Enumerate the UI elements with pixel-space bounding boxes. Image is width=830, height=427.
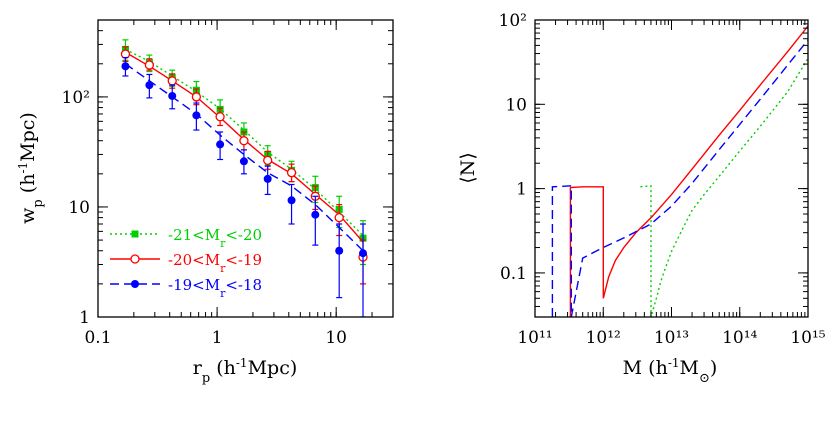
- p1-x-tick-label: 10¹⁵: [790, 328, 825, 348]
- p0-legend-label: -19<Mr<-18: [168, 276, 262, 300]
- p0-y-tick-label: 10²: [62, 88, 90, 108]
- p0-series-1-point: [334, 212, 344, 223]
- p1-x-tick-label: 10¹³: [654, 328, 689, 348]
- p0-x-tick-label: 1: [212, 328, 223, 348]
- p0-legend-marker: [130, 254, 140, 264]
- p1-y-tick-label: 10²: [499, 11, 527, 31]
- p0-series-2-point: [311, 210, 320, 219]
- p0-frame: [97, 19, 394, 318]
- p0-series-2-point: [168, 91, 177, 100]
- p0-series-2-point: [216, 140, 225, 149]
- p0-series-1-point: [144, 60, 155, 70]
- p0-series-1-point: [215, 112, 225, 122]
- p0-series-1-point: [167, 76, 177, 86]
- p1-ylabel: ⟨N⟩: [457, 152, 479, 183]
- p0-ylabel: wp (h-1Mpc): [16, 112, 46, 224]
- p0-series-2-line: [124, 63, 364, 252]
- p1-y-tick-label: 1: [516, 180, 527, 200]
- p0-series-1-point: [120, 49, 131, 59]
- p0-y-tick-label: 10: [68, 198, 90, 218]
- p0-legend-label: -21<Mr<-20: [168, 226, 262, 250]
- p1-xlabel: M (h-1M⊙): [623, 356, 718, 386]
- p1-series-1-line: [569, 25, 808, 317]
- p1-x-tick-label: 10¹²: [586, 328, 621, 348]
- p0-series-1-point: [286, 168, 297, 178]
- p0-y-tick-label: 1: [79, 308, 90, 328]
- p0-xlabel: rp (h-1Mpc): [193, 356, 298, 386]
- p0-legend-marker: [131, 230, 139, 238]
- p1-plot-area: [551, 25, 808, 317]
- p0-series-2-point: [192, 111, 201, 120]
- p0-series-2-point: [263, 174, 272, 183]
- p0-series-2-point: [287, 196, 296, 205]
- p0-plot-area: [120, 39, 368, 317]
- p0-series-1-point: [239, 136, 249, 146]
- p0-x-tick-label: 0.1: [84, 328, 111, 348]
- p0-series-2-point: [359, 249, 368, 258]
- p1-frame: [534, 19, 809, 318]
- p0-series-1-point: [191, 92, 202, 102]
- p1-x-tick-label: 10¹⁴: [722, 328, 757, 348]
- p1-series-2-line: [551, 39, 808, 317]
- p1-series-0-line: [640, 58, 808, 317]
- p0-legend-label: -20<Mr<-19: [168, 251, 262, 275]
- p1-y-tick-label: 10: [505, 95, 527, 115]
- p0-legend-marker: [131, 280, 139, 288]
- p1-y-tick-label: 0.1: [500, 264, 527, 284]
- p0-series-2-point: [145, 81, 154, 90]
- p0-series-2-point: [239, 157, 248, 166]
- p0-x-tick-label: 10: [325, 328, 347, 348]
- p1-x-tick-label: 10¹¹: [517, 328, 552, 348]
- p0-series-1-point: [263, 155, 273, 166]
- p0-series-2-point: [335, 246, 344, 255]
- p0-series-2-point: [121, 62, 130, 71]
- p1-axes: 10¹¹ 10¹² 10¹³ 10¹⁴ 10¹⁵ 0.1 1 10 10²: [499, 11, 826, 348]
- p0-legend: -21<Mr<-20-20<Mr<-19-19<Mr<-18: [110, 226, 262, 300]
